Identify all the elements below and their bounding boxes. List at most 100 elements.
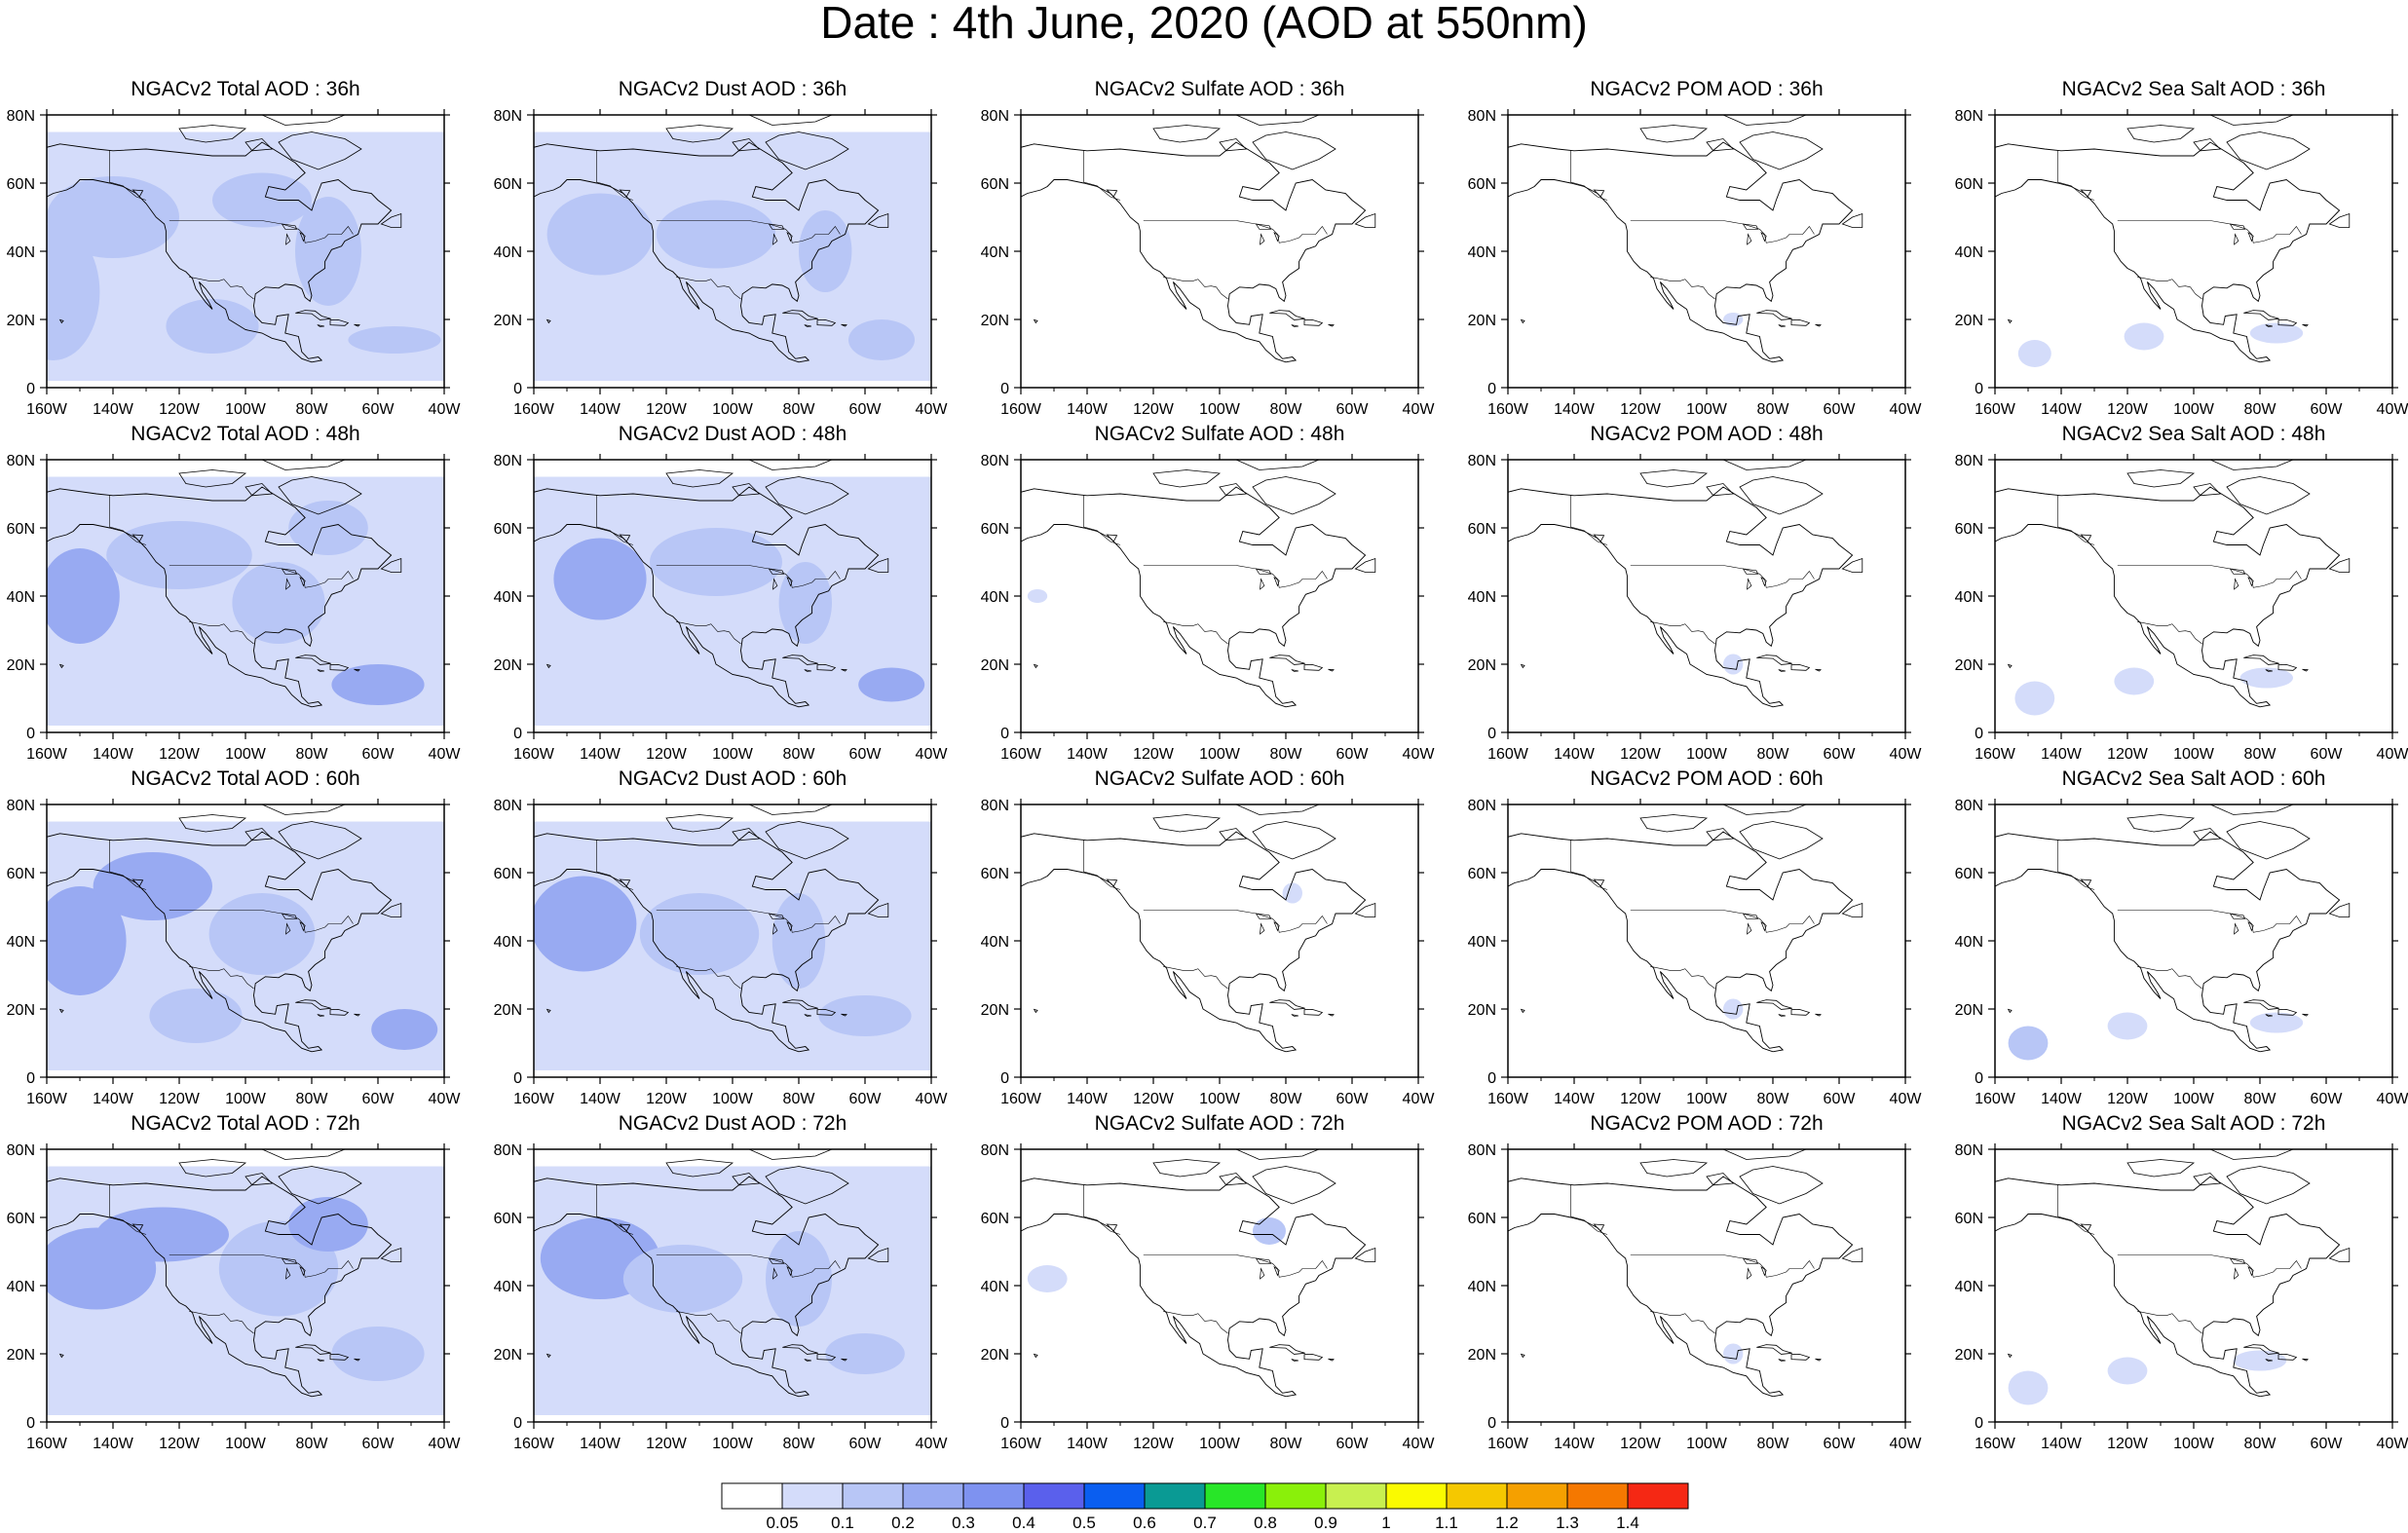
x-tick-label: 140W — [1067, 401, 1109, 418]
panel-title: NGACv2 POM AOD : 60h — [1590, 767, 1824, 790]
island-outline — [2226, 131, 2311, 170]
island-outline — [2302, 668, 2309, 672]
y-tick-label: 0 — [513, 726, 522, 742]
lake-outline — [1260, 233, 1265, 245]
island-outline — [1706, 1173, 1735, 1186]
map-chart: 160W 140W 120W 100W 80W 60W 40W 0 20N 40N 60N 80N — [1955, 453, 2408, 763]
colorbar-swatches — [721, 1482, 1689, 1510]
map-chart: 160W 140W 120W 100W 80W 60W 40W 0 20N 40N 60N 80N — [1955, 108, 2408, 418]
y-tick-label: 40N — [1955, 244, 1983, 261]
country-border — [1143, 1254, 1328, 1278]
lake-outline — [2234, 1267, 2239, 1280]
y-tick-label: 60N — [981, 176, 1009, 193]
y-tick-label: 40N — [7, 1279, 35, 1295]
island-outline — [782, 999, 818, 1010]
island-outline — [748, 1149, 833, 1160]
island-outline — [748, 460, 833, 470]
x-tick-label: 160W — [513, 1091, 555, 1107]
aod-blob — [2249, 1012, 2304, 1033]
country-border — [1630, 220, 1815, 243]
map-panel-sulfate-0: NGACv2 Sulfate AOD : 36h 160W 140W 120W 100W… — [974, 78, 1465, 430]
country-border — [189, 621, 254, 645]
island-outline — [261, 460, 346, 470]
island-outline — [278, 1166, 362, 1205]
island-outline — [1303, 663, 1324, 671]
island-outline — [2080, 879, 2092, 887]
lake-outline — [768, 568, 785, 575]
y-tick-label: 40N — [1955, 934, 1983, 951]
island-outline — [1152, 1159, 1222, 1178]
x-tick-label: 140W — [580, 746, 621, 763]
y-tick-label: 80N — [7, 108, 35, 125]
aod-blob — [656, 200, 776, 269]
x-tick-label: 100W — [225, 1436, 267, 1452]
coastline — [1021, 141, 1367, 363]
lake-outline — [768, 223, 785, 230]
y-tick-label: 80N — [7, 798, 35, 814]
x-tick-label: 100W — [1686, 401, 1728, 418]
x-tick-label: 160W — [513, 401, 555, 418]
aod-blob — [47, 548, 120, 644]
panel-title: NGACv2 Dust AOD : 36h — [618, 78, 847, 100]
x-tick-label: 160W — [1975, 401, 2016, 418]
y-tick-label: 20N — [7, 313, 35, 329]
island-outline — [2007, 1008, 2013, 1014]
x-tick-label: 140W — [93, 1436, 134, 1452]
x-tick-label: 120W — [1133, 1436, 1175, 1452]
colorbar-swatch — [721, 1482, 783, 1510]
x-tick-label: 120W — [1620, 401, 1662, 418]
island-outline — [2080, 534, 2092, 542]
aod-blob — [96, 1207, 229, 1262]
map-chart: 160W 140W 120W 100W 80W 60W 40W 0 20N 40N 60N 80N — [1468, 1142, 1923, 1452]
y-tick-label: 80N — [494, 108, 522, 125]
map-panel-pom-0: NGACv2 POM AOD : 36h 160W 140W 120W 100W 80W 6… — [1461, 78, 1952, 430]
aod-blob — [149, 989, 243, 1043]
y-tick-label: 20N — [494, 313, 522, 329]
x-tick-label: 160W — [513, 746, 555, 763]
x-tick-label: 100W — [225, 401, 267, 418]
x-tick-label: 120W — [646, 401, 688, 418]
x-tick-label: 140W — [580, 1091, 621, 1107]
x-tick-label: 100W — [225, 1091, 267, 1107]
panel-title: NGACv2 Dust AOD : 60h — [618, 767, 847, 790]
colorbar-swatch — [1325, 1482, 1387, 1510]
island-outline — [278, 131, 362, 170]
x-tick-label: 100W — [1686, 1436, 1728, 1452]
x-tick-label: 80W — [296, 746, 329, 763]
island-outline — [1354, 212, 1376, 228]
x-tick-label: 140W — [2041, 1436, 2083, 1452]
map-panel-sulfate-2: NGACv2 Sulfate AOD : 60h 160W 140W 120W 100W… — [974, 767, 1465, 1120]
island-outline — [1328, 323, 1335, 327]
x-tick-label: 40W — [1890, 746, 1923, 763]
island-outline — [329, 1008, 350, 1016]
island-outline — [1235, 804, 1320, 815]
aod-blob — [232, 562, 325, 644]
island-outline — [1252, 1166, 1336, 1205]
island-outline — [380, 902, 402, 917]
y-tick-label: 0 — [513, 1415, 522, 1432]
map-panel-dust-1: NGACv2 Dust AOD : 48h 160W 140W 120W 100W 80W… — [487, 423, 978, 775]
coastline — [1508, 141, 1854, 363]
island-outline — [1520, 318, 1525, 324]
island-outline — [546, 318, 551, 324]
y-tick-label: 40N — [1468, 589, 1496, 606]
y-tick-label: 0 — [1487, 726, 1496, 742]
map-chart: 160W 140W 120W 100W 80W 60W 40W 0 20N 40N 60N 80N — [1468, 108, 1923, 418]
island-outline — [1291, 669, 1298, 672]
island-outline — [1252, 476, 1336, 515]
x-tick-label: 40W — [429, 1436, 462, 1452]
x-tick-label: 100W — [1199, 401, 1241, 418]
x-tick-label: 40W — [1890, 1091, 1923, 1107]
x-tick-label: 100W — [2173, 1436, 2215, 1452]
aod-blob — [212, 172, 312, 228]
island-outline — [1328, 1013, 1335, 1017]
colorbar-label: 0.7 — [1193, 1514, 1217, 1532]
x-tick-label: 120W — [2107, 1091, 2149, 1107]
island-outline — [2302, 1358, 2309, 1362]
x-tick-label: 40W — [1403, 1091, 1436, 1107]
island-outline — [765, 821, 849, 860]
island-outline — [2265, 669, 2273, 672]
map-panel-total-0: NGACv2 Total AOD : 36h 160W 140W 120W 100W 80… — [0, 78, 491, 430]
x-tick-label: 40W — [2377, 1436, 2408, 1452]
y-tick-label: 40N — [7, 934, 35, 951]
